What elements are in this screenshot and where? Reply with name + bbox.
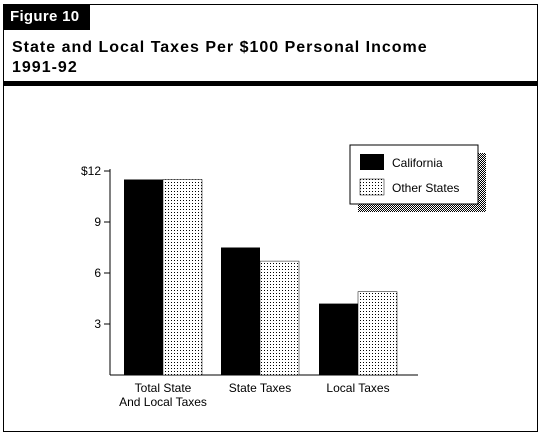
y-tick-label: 9 bbox=[94, 215, 101, 229]
bar bbox=[124, 179, 163, 375]
y-tick-label: 3 bbox=[94, 317, 101, 331]
x-tick-label: Local Taxes bbox=[326, 381, 389, 395]
figure-frame bbox=[3, 4, 538, 432]
x-tick-label: Total State bbox=[135, 381, 192, 395]
chart-title-line-2: 1991-92 bbox=[12, 59, 78, 76]
bar bbox=[221, 247, 260, 375]
figure-label: Figure 10 bbox=[3, 4, 90, 30]
chart-title-line-1: State and Local Taxes Per $100 Personal … bbox=[12, 39, 428, 56]
bar bbox=[162, 179, 203, 376]
bar bbox=[259, 260, 300, 376]
chart-title: State and Local Taxes Per $100 Personal … bbox=[12, 38, 428, 78]
legend-label: Other States bbox=[392, 181, 459, 195]
chart-legend: California Other States bbox=[349, 144, 486, 212]
legend-label: California bbox=[392, 156, 443, 170]
legend-swatch bbox=[360, 154, 384, 170]
bar bbox=[319, 303, 358, 375]
x-tick-label: State Taxes bbox=[229, 381, 291, 395]
x-tick-label: And Local Taxes bbox=[119, 395, 207, 409]
bar bbox=[357, 291, 398, 376]
y-tick-label: $12 bbox=[81, 164, 101, 178]
title-rule bbox=[3, 81, 538, 86]
y-tick-label: 6 bbox=[94, 266, 101, 280]
legend-swatch bbox=[359, 178, 385, 196]
